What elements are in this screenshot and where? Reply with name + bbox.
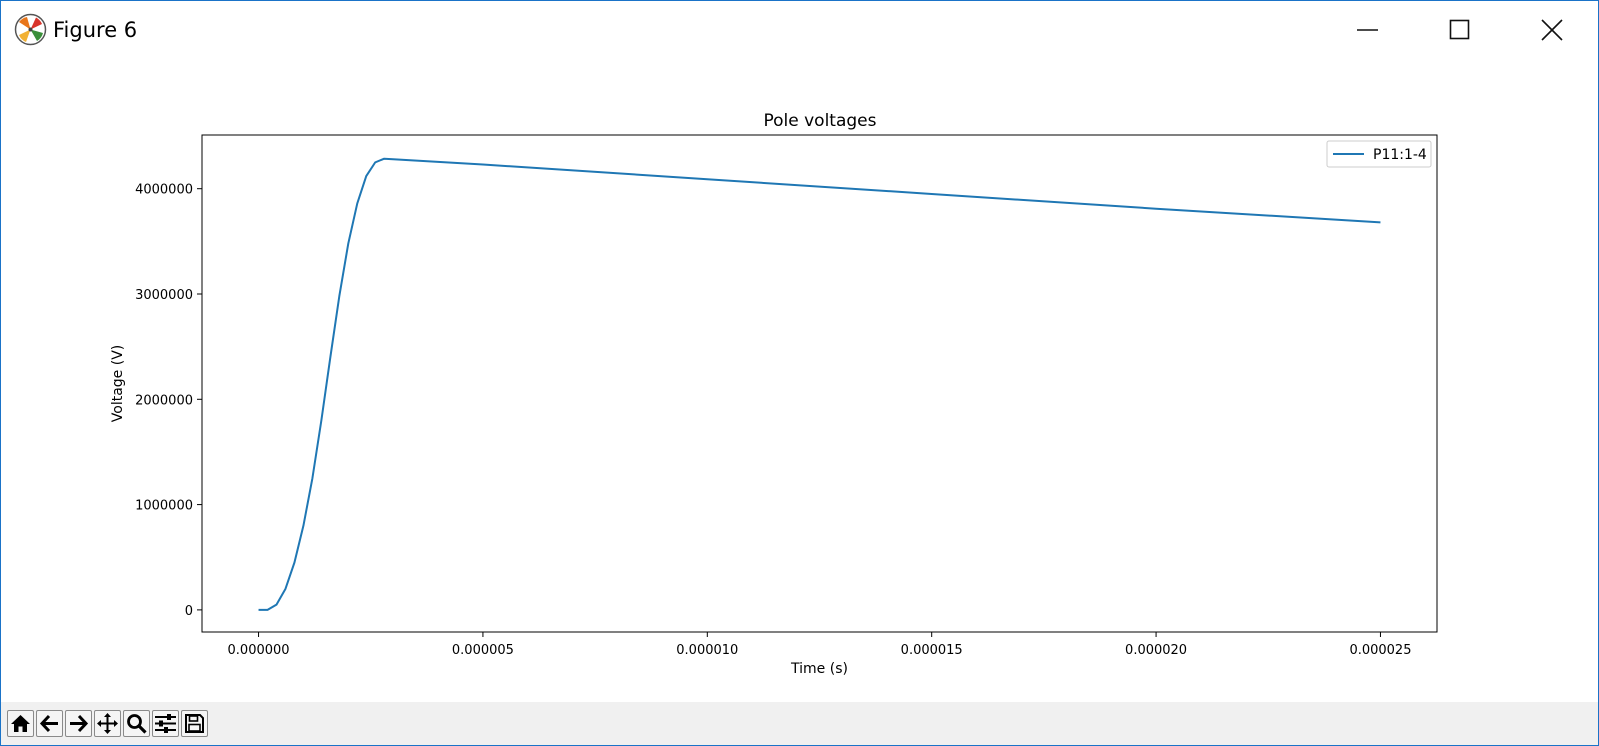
x-tick-label: 0.000000 — [228, 643, 290, 658]
forward-button[interactable] — [65, 710, 92, 737]
legend-box — [1326, 140, 1432, 168]
y-tick-label: 1000000 — [135, 499, 193, 514]
forward-arrow-icon — [70, 714, 89, 733]
x-tick-label: 0.000005 — [452, 643, 514, 658]
legend-label: P11:1-4 — [1373, 147, 1427, 163]
navigation-toolbar — [1, 702, 1598, 745]
home-icon — [11, 715, 30, 732]
y-tick-label: 4000000 — [135, 183, 193, 198]
title-bar[interactable]: Figure 6 — [1, 1, 1598, 59]
x-axis-label: Time (s) — [790, 661, 848, 677]
figure-canvas[interactable]: Pole voltages 0.000000 0.000005 0.000010 0.… — [1, 59, 1598, 702]
maximize-button[interactable] — [1414, 1, 1506, 59]
back-arrow-icon — [39, 714, 58, 733]
x-tick-label: 0.000015 — [901, 643, 963, 658]
chart-title: Pole voltages — [763, 111, 876, 131]
back-button[interactable] — [36, 710, 63, 737]
legend: P11:1-4 — [1326, 140, 1432, 168]
pan-button[interactable] — [94, 710, 121, 737]
y-tick-label: 3000000 — [135, 288, 193, 303]
x-tick-label: 0.000010 — [676, 643, 738, 658]
window-title: Figure 6 — [53, 18, 138, 42]
chart: Pole voltages 0.000000 0.000005 0.000010 0.… — [110, 111, 1438, 677]
x-tick-label: 0.000025 — [1349, 643, 1411, 658]
save-button[interactable] — [181, 710, 208, 737]
maximize-icon — [1449, 19, 1470, 40]
x-tick-label: 0.000020 — [1125, 643, 1187, 658]
zoom-button[interactable] — [123, 710, 150, 737]
close-icon — [1541, 19, 1563, 41]
y-axis-label: Voltage (V) — [110, 345, 126, 422]
series-line — [258, 157, 1381, 611]
minimize-icon — [1357, 29, 1378, 31]
home-button[interactable] — [7, 710, 34, 737]
ticks-layer: 0.000000 0.000005 0.000010 0.000015 0.000020… — [135, 183, 1411, 658]
minimize-button[interactable] — [1322, 1, 1414, 59]
zoom-icon — [127, 714, 147, 734]
subplots-config-icon — [155, 714, 176, 733]
plot-layer — [258, 157, 1381, 611]
save-icon — [185, 714, 204, 733]
y-tick-label: 0 — [185, 604, 193, 619]
y-tick-label: 2000000 — [135, 393, 193, 408]
configure-subplots-button[interactable] — [152, 710, 179, 737]
matplotlib-logo-icon — [14, 13, 47, 46]
close-button[interactable] — [1506, 1, 1598, 59]
pan-icon — [97, 713, 118, 734]
axes-frame — [201, 134, 1438, 633]
